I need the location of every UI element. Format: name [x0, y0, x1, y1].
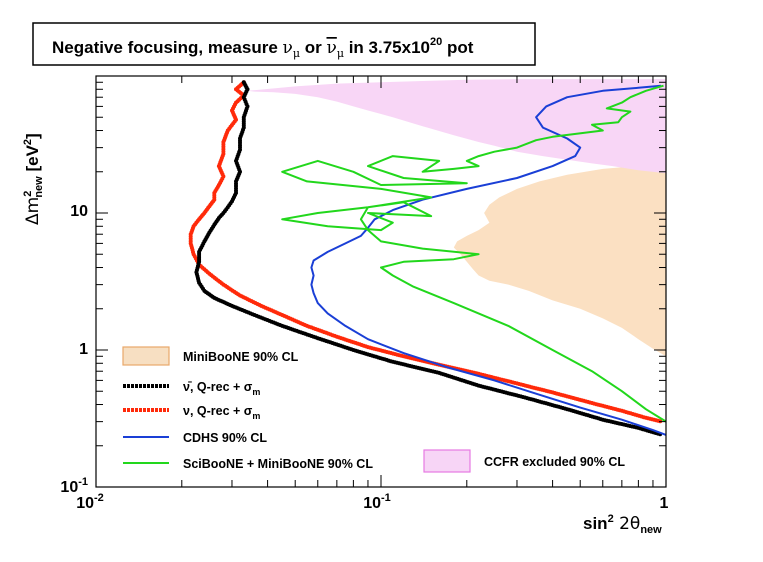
region-ccfr-excluded-90-cl [247, 79, 666, 174]
lines-layer [188, 80, 666, 437]
y-tick-label-0.1: 10-1 [60, 476, 88, 496]
legend-item-nu: ν, Q-rec + σm [123, 404, 260, 421]
legend-label-miniboone: MiniBooNE 90% CL [183, 350, 299, 364]
legend-label-antinu: ν̄, Q-rec + σm [183, 380, 260, 397]
legend-item-antinu: ν̄, Q-rec + σm [123, 380, 260, 397]
region-miniboone-90-cl [453, 166, 666, 357]
series-sciboone-miniboone-90-cl [281, 84, 666, 423]
x-tick-label-1: 1 [660, 495, 669, 512]
legend-swatch-miniboone [122, 346, 170, 366]
legend-label-ccfr: CCFR excluded 90% CL [484, 455, 625, 469]
legend-item-miniboone: MiniBooNE 90% CL [122, 346, 299, 366]
x-tick-label-0.01: 10-2 [76, 492, 104, 512]
y-tick-label-10: 10 [70, 203, 88, 220]
y-tick-label-1: 1 [79, 341, 88, 358]
y-axis-title: Δm2new [eV2] [22, 133, 45, 225]
legend-label-nu: ν, Q-rec + σm [183, 404, 260, 421]
legend-item-cdhs: CDHS 90% CL [123, 431, 267, 445]
legend-item-sciboone: SciBooNE + MiniBooNE 90% CL [123, 457, 373, 471]
regions-layer [247, 79, 666, 357]
series-cdhs-90-cl [310, 84, 666, 436]
legend-label-sciboone: SciBooNE + MiniBooNE 90% CL [183, 457, 373, 471]
legend-label-cdhs: CDHS 90% CL [183, 431, 267, 445]
legend: MiniBooNE 90% CL ν̄, Q-rec + σm ν, Q-rec… [122, 346, 625, 473]
title-box [32, 22, 536, 66]
x-tick-label-0.1: 10-1 [363, 492, 391, 512]
plot-frame [95, 75, 667, 488]
x-axis-title: sin2 2θnew [583, 513, 662, 536]
series-q-rec-m [194, 80, 663, 437]
legend-swatch-ccfr [423, 449, 471, 473]
chart-title: Negative focusing, measure νμ or νμ in 3… [52, 36, 474, 60]
legend-item-ccfr: CCFR excluded 90% CL [423, 449, 625, 473]
series-q-rec-m [188, 80, 663, 424]
